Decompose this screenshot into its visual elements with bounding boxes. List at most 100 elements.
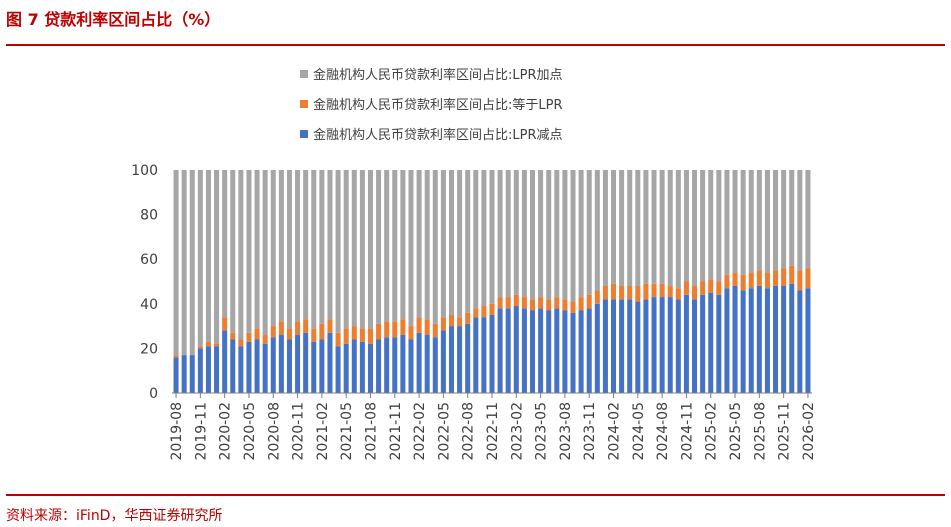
bar-segment-series-0 bbox=[189, 355, 195, 393]
bar-segment-series-2 bbox=[740, 170, 746, 275]
bar-segment-series-0 bbox=[497, 308, 503, 393]
bar-segment-series-0 bbox=[246, 341, 252, 393]
bar-segment-series-1 bbox=[457, 317, 463, 327]
bar-segment-series-2 bbox=[189, 170, 195, 356]
bar-segment-series-1 bbox=[586, 294, 592, 309]
bar-segment-series-2 bbox=[538, 170, 544, 298]
bar-segment-series-1 bbox=[238, 339, 244, 347]
bar-segment-series-0 bbox=[529, 310, 536, 393]
bar-segment-series-2 bbox=[376, 170, 382, 324]
bar-segment-series-2 bbox=[748, 170, 754, 273]
bar-segment-series-2 bbox=[416, 170, 422, 318]
bar-segment-series-0 bbox=[538, 308, 544, 393]
x-tick-label: 2023-05 bbox=[534, 402, 550, 461]
bar-segment-series-2 bbox=[667, 170, 673, 286]
bar-segment-series-1 bbox=[295, 321, 301, 336]
bar-segment-series-0 bbox=[546, 310, 552, 393]
bar-segment-series-1 bbox=[230, 332, 236, 340]
bar-segment-series-2 bbox=[295, 170, 301, 322]
bar-segment-series-2 bbox=[465, 170, 471, 313]
bar-segment-series-0 bbox=[408, 339, 414, 393]
bar-segment-series-0 bbox=[651, 297, 657, 393]
bar-segment-series-2 bbox=[578, 170, 584, 298]
y-tick-label: 40 bbox=[140, 297, 158, 313]
bar-segment-series-0 bbox=[716, 294, 722, 393]
bar-segment-series-0 bbox=[392, 337, 398, 393]
bar-segment-series-2 bbox=[319, 170, 325, 324]
bar-segment-series-2 bbox=[764, 170, 770, 273]
bar-segment-series-2 bbox=[805, 170, 811, 269]
bar-segment-series-2 bbox=[303, 170, 309, 320]
bar-segment-series-1 bbox=[619, 285, 625, 300]
bar-segment-series-1 bbox=[303, 319, 309, 333]
x-tick-label: 2024-02 bbox=[607, 402, 623, 461]
x-tick-label: 2026-02 bbox=[801, 402, 817, 461]
x-tick-label: 2019-11 bbox=[193, 402, 209, 461]
bar-segment-series-0 bbox=[643, 299, 649, 393]
x-tick-label: 2021-02 bbox=[315, 402, 331, 461]
bar-segment-series-2 bbox=[554, 170, 560, 298]
bar-segment-series-0 bbox=[627, 299, 633, 393]
bar-segment-series-0 bbox=[578, 310, 584, 393]
bar-segment-series-2 bbox=[351, 170, 357, 327]
bar-segment-series-2 bbox=[400, 170, 406, 320]
x-tick-label: 2022-05 bbox=[436, 402, 452, 461]
legend-label: 金融机构人民币贷款利率区间占比:LPR加点 bbox=[313, 67, 563, 83]
y-tick-label: 100 bbox=[131, 163, 158, 179]
bar-segment-series-1 bbox=[521, 297, 527, 309]
bar-segment-series-0 bbox=[181, 355, 187, 393]
bar-segment-series-2 bbox=[270, 170, 276, 327]
bar-segment-series-2 bbox=[781, 170, 787, 269]
bar-segment-series-1 bbox=[197, 346, 203, 349]
bar-segment-series-2 bbox=[659, 170, 665, 284]
bar-segment-series-0 bbox=[602, 299, 608, 393]
bar-segment-series-2 bbox=[424, 170, 430, 320]
bar-segment-series-1 bbox=[473, 308, 479, 318]
bar-segment-series-1 bbox=[692, 285, 698, 300]
x-tick-label: 2025-02 bbox=[704, 402, 720, 461]
bar-segment-series-0 bbox=[424, 335, 430, 393]
bar-segment-series-0 bbox=[740, 290, 746, 393]
bar-segment-series-2 bbox=[611, 170, 617, 284]
bar-segment-series-1 bbox=[740, 274, 746, 291]
source-note: 资料来源：iFinD，华西证券研究所 bbox=[6, 508, 223, 524]
bar-segment-series-1 bbox=[327, 319, 333, 333]
bar-segment-series-2 bbox=[594, 170, 600, 291]
legend-swatch bbox=[300, 70, 308, 78]
bar-segment-series-2 bbox=[797, 170, 803, 271]
bar-segment-series-2 bbox=[619, 170, 625, 286]
bar-segment-series-2 bbox=[716, 170, 722, 282]
bar-segment-series-2 bbox=[230, 170, 236, 333]
bar-segment-series-1 bbox=[797, 270, 803, 291]
bar-segment-series-0 bbox=[675, 299, 681, 393]
bar-segment-series-1 bbox=[367, 328, 373, 344]
bar-segment-series-1 bbox=[635, 285, 641, 302]
bar-segment-series-0 bbox=[205, 346, 211, 393]
bar-segment-series-2 bbox=[392, 170, 398, 322]
bar-segment-series-2 bbox=[505, 170, 511, 298]
bar-segment-series-2 bbox=[286, 170, 292, 329]
bar-segment-series-2 bbox=[343, 170, 349, 329]
bar-segment-series-2 bbox=[529, 170, 536, 300]
bar-segment-series-1 bbox=[416, 317, 422, 333]
bar-segment-series-0 bbox=[303, 332, 309, 393]
bar-segment-series-1 bbox=[489, 303, 495, 315]
bar-segment-series-2 bbox=[367, 170, 373, 329]
x-tick-label: 2021-11 bbox=[388, 402, 404, 461]
bar-segment-series-1 bbox=[384, 321, 390, 338]
bar-segment-series-0 bbox=[295, 335, 301, 393]
bar-segment-series-1 bbox=[205, 341, 211, 347]
bar-segment-series-2 bbox=[335, 170, 341, 333]
bar-segment-series-2 bbox=[384, 170, 390, 322]
bar-segment-series-1 bbox=[773, 270, 779, 286]
bar-segment-series-1 bbox=[432, 323, 438, 338]
bar-segment-series-0 bbox=[440, 330, 446, 393]
bar-segment-series-0 bbox=[659, 297, 665, 393]
bar-segment-series-0 bbox=[367, 343, 373, 393]
bar-segment-series-2 bbox=[586, 170, 592, 295]
x-tick-label: 2020-08 bbox=[266, 402, 282, 461]
bar-segment-series-1 bbox=[440, 317, 446, 331]
bar-segment-series-2 bbox=[683, 170, 689, 282]
x-tick-label: 2023-11 bbox=[582, 402, 598, 461]
bar-segment-series-1 bbox=[286, 328, 292, 340]
